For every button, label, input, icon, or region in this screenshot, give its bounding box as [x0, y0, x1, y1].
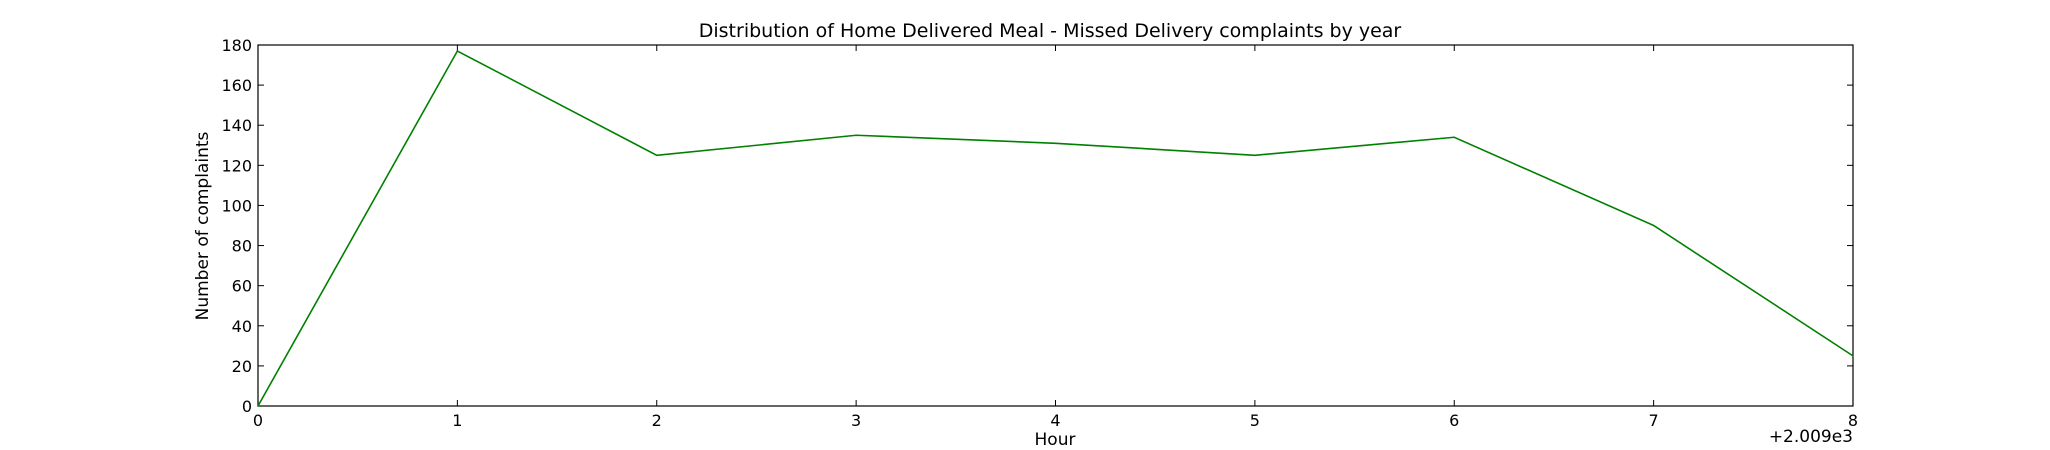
data-point — [1054, 142, 1057, 145]
x-tick-label: 3 — [851, 411, 861, 430]
x-tick-label: 6 — [1449, 411, 1459, 430]
y-tick-label: 60 — [232, 277, 252, 296]
y-tick-label: 20 — [232, 357, 252, 376]
y-tick-label: 100 — [221, 196, 252, 215]
y-tick-label: 140 — [221, 116, 252, 135]
x-axis-label: Hour — [1035, 430, 1076, 450]
y-tick-label: 40 — [232, 317, 252, 336]
data-point — [1254, 154, 1256, 157]
x-tick-label: 1 — [452, 411, 462, 430]
data-point — [855, 134, 857, 137]
series-line — [257, 49, 1854, 407]
x-tick-label: 8 — [1848, 411, 1858, 430]
x-axis-offset-label: +2.009e3 — [1769, 427, 1853, 447]
x-tick-label: 5 — [1250, 411, 1260, 430]
plot-frame — [257, 44, 1854, 407]
y-axis-label: Number of complaints — [193, 131, 213, 320]
x-tick-label: 0 — [253, 411, 263, 430]
data-point — [1852, 355, 1854, 357]
x-tick-label: 7 — [1649, 411, 1659, 430]
y-tick-label: 0 — [242, 397, 252, 416]
data-point — [257, 405, 259, 407]
data-point — [1652, 224, 1655, 227]
data-point — [456, 50, 459, 52]
y-tick-label: 160 — [221, 76, 252, 95]
x-tick-label: 2 — [652, 411, 662, 430]
data-point — [655, 154, 658, 157]
x-tick-label: 4 — [1050, 411, 1060, 430]
axis-ticks — [257, 44, 1854, 407]
y-tick-label: 120 — [221, 156, 252, 175]
data-point — [1453, 136, 1456, 139]
y-tick-label: 180 — [221, 36, 252, 55]
chart-title: Distribution of Home Delivered Meal - Mi… — [699, 20, 1402, 42]
y-tick-label: 80 — [232, 237, 252, 256]
